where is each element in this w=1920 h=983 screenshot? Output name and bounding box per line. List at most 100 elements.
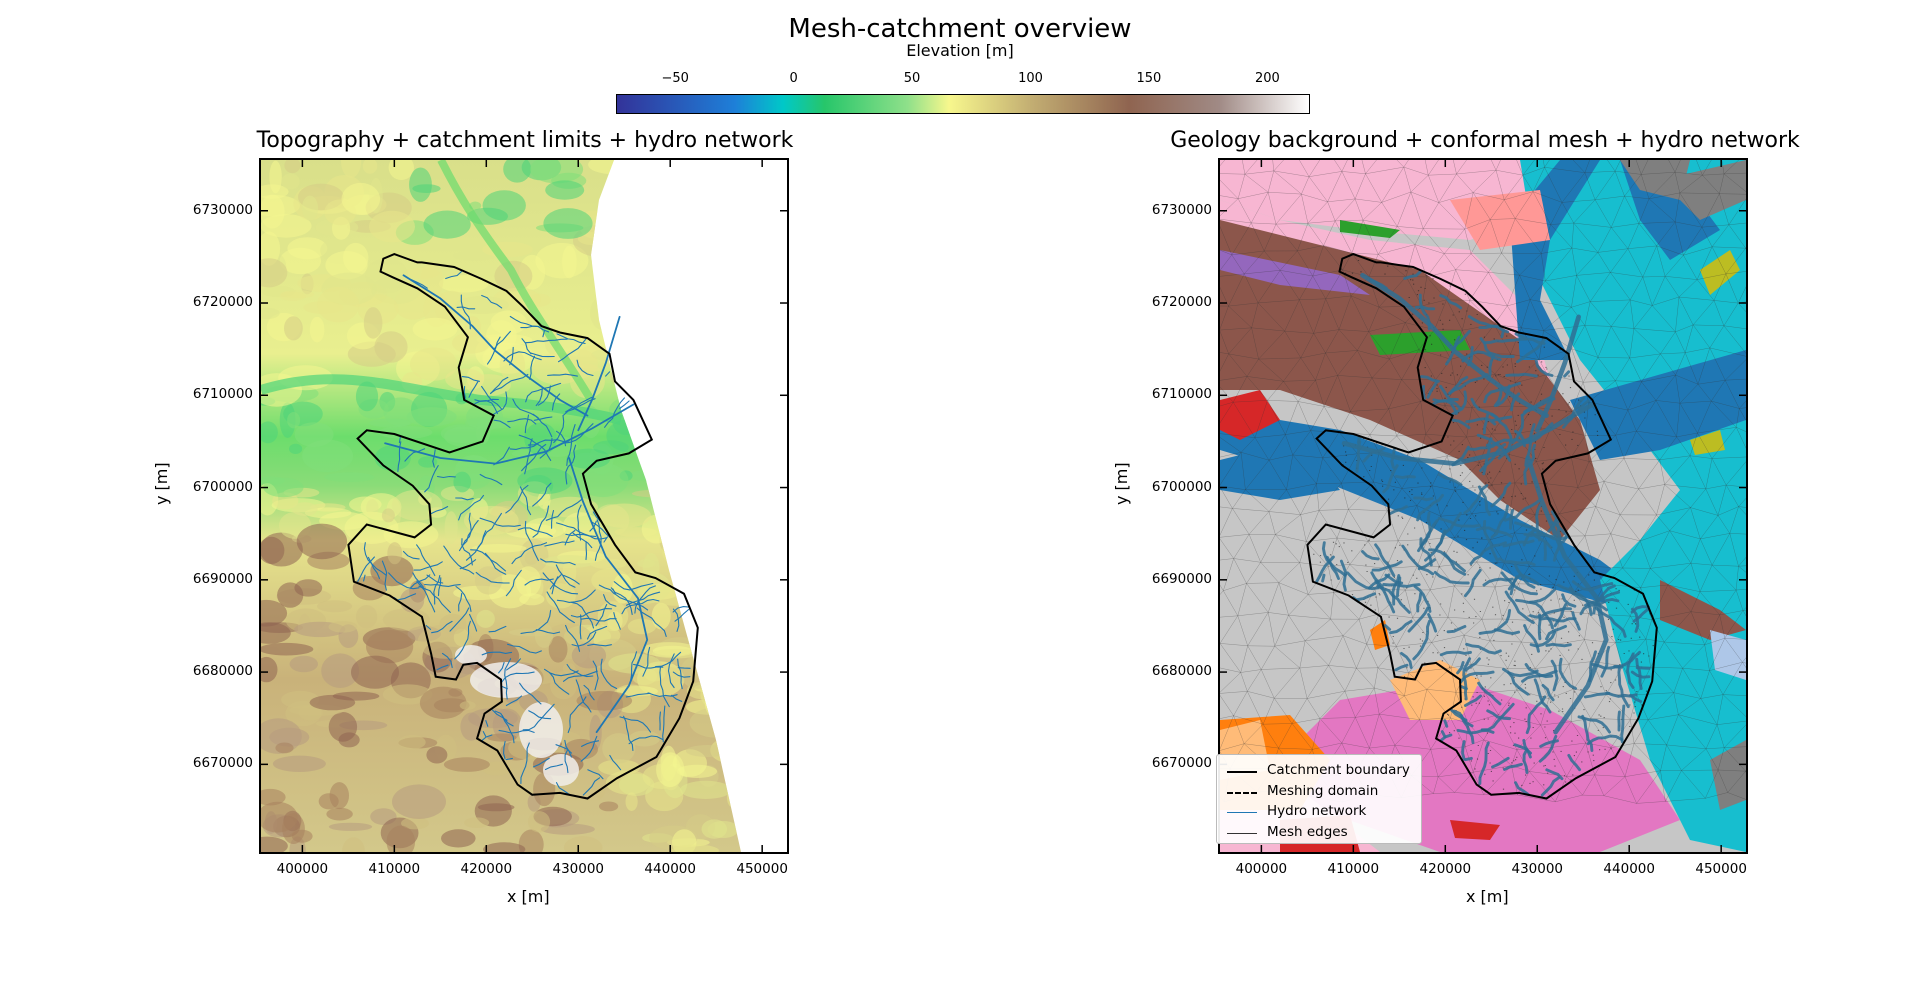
stream-segment [459,559,477,570]
stream-segment [532,482,552,507]
stream-segment [1465,417,1497,426]
stream-segment [1534,358,1554,377]
stream-segment [634,585,656,614]
stream-segment [430,506,449,515]
stream-segment [519,682,542,705]
stream-segment [485,720,489,727]
stream-segment [621,598,660,615]
stream-segment [1584,590,1621,607]
stream-segment [521,338,532,355]
stream-segment [498,661,505,674]
stream-segment [384,403,635,465]
y-tick-label: 6710000 [192,386,253,403]
stream-segment [1490,504,1509,539]
stream-segment [1439,733,1453,743]
stream-segment [1465,642,1502,655]
stream-segment [455,585,472,612]
stream-segment [505,484,529,514]
stream-segment [555,430,567,447]
stream-segment [547,373,578,377]
x-axis-label-right: x [m] [1466,887,1509,906]
stream-segment [598,584,615,595]
stream-segment [1487,354,1495,381]
stream-segment [402,550,420,560]
stream-segment [1394,663,1409,672]
stream-segment [488,625,507,633]
stream-segment [1513,563,1536,589]
stream-segment [566,424,576,466]
stream-segment [1630,670,1651,679]
stream-segment [533,416,553,421]
stream-segment [1477,485,1492,517]
y-tick-label: 6690000 [1151,570,1212,587]
stream-segment [527,439,570,446]
y-tick-label: 6700000 [1151,478,1212,495]
topography-map[interactable] [259,158,789,854]
legend-entry: Mesh edges [1217,823,1421,843]
panel-title-geology: Geology background + conformal mesh + hy… [1170,128,1800,153]
stream-segment [505,757,513,761]
stream-segment [1413,585,1432,613]
stream-segment [1514,781,1530,796]
stream-segment [437,577,442,597]
y-tick-label: 6730000 [192,201,253,218]
stream-segment [1537,613,1542,641]
stream-segment [517,527,553,537]
stream-segment [579,614,582,640]
stream-segment [436,475,456,479]
stream-segment [557,338,587,363]
stream-segment [542,572,579,595]
stream-segment [1550,659,1559,692]
stream-segment [1635,666,1651,670]
geology-mesh-map[interactable] [1218,158,1748,854]
stream-segment [546,591,575,624]
stream-segment [604,397,626,428]
stream-segment [1558,657,1578,690]
stream-segment [1461,740,1466,761]
stream-segment [1478,608,1512,635]
stream-segment [1339,559,1348,592]
stream-segment [1571,580,1614,592]
legend-label: Mesh edges [1267,823,1348,840]
stream-segment [481,651,513,656]
stream-segment [481,385,502,410]
stream-segment [1505,372,1538,378]
stream-segment [544,763,564,771]
geology-unit [1700,250,1740,295]
stream-segment [1617,665,1630,709]
stream-segment [1592,584,1616,615]
stream-segment [1388,505,1409,516]
stream-segment [503,351,542,362]
x-axis-label-left: x [m] [507,887,550,906]
x-tick-label: 410000 [368,861,421,877]
stream-segment [1523,443,1537,486]
stream-segment [1416,493,1444,522]
stream-segment [1545,624,1568,641]
map-legend: Catchment boundary Meshing domain Hydro ne… [1216,754,1422,844]
stream-segment [1321,573,1326,583]
stream-segment [1495,384,1511,407]
stream-segment [619,400,630,410]
stream-segment [416,544,436,577]
geology-unit [1220,220,1600,540]
stream-segment [520,742,530,785]
stream-segment [659,666,670,708]
stream-segment [1500,571,1538,596]
geology-unit [1710,630,1746,680]
stream-segment [1498,557,1536,567]
stream-segment [482,731,487,738]
hydro-network [357,270,691,796]
colorbar-tick-label: −50 [661,71,689,86]
stream-segment [1491,756,1510,769]
stream-segment [493,446,510,466]
stream-segment [1419,511,1432,548]
stream-segment [404,448,426,462]
stream-segment [566,663,594,678]
legend-label: Hydro network [1267,803,1367,819]
stream-segment [1514,588,1556,604]
stream-segment [677,667,691,669]
stream-segment [479,473,503,486]
stream-segment [1445,335,1461,366]
stream-segment [672,671,691,678]
stream-segment [474,400,498,415]
